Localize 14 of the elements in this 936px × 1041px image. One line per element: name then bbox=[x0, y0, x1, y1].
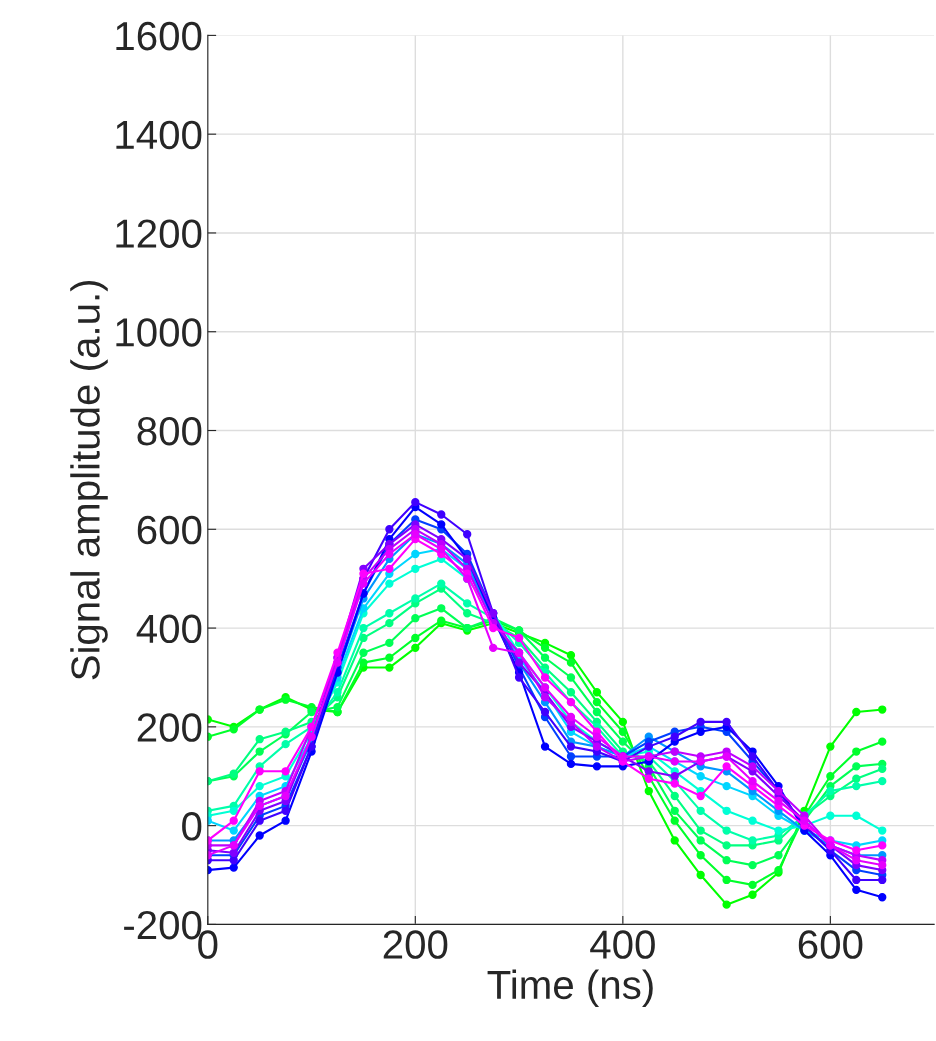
y-tick-label: 0 bbox=[182, 812, 202, 841]
y-tick-label: 1600 bbox=[116, 21, 202, 51]
y-axis-title: Signal amplitude (a.u.) bbox=[70, 280, 108, 680]
x-tick-label: 600 bbox=[798, 930, 863, 959]
y-tick-label: 600 bbox=[137, 515, 202, 545]
y-tick-label: 400 bbox=[136, 614, 202, 644]
y-tick-label: 200 bbox=[137, 713, 202, 742]
x-tick-label: 400 bbox=[590, 930, 655, 959]
y-tick-label: 1200 bbox=[116, 219, 202, 248]
y-tick-label: 1000 bbox=[116, 318, 202, 347]
y-tick-label: 1400 bbox=[116, 120, 202, 150]
x-tick-label: 200 bbox=[383, 930, 448, 959]
x-axis-title: Time (ns) bbox=[487, 969, 653, 1008]
y-tick-label: 800 bbox=[137, 416, 202, 446]
